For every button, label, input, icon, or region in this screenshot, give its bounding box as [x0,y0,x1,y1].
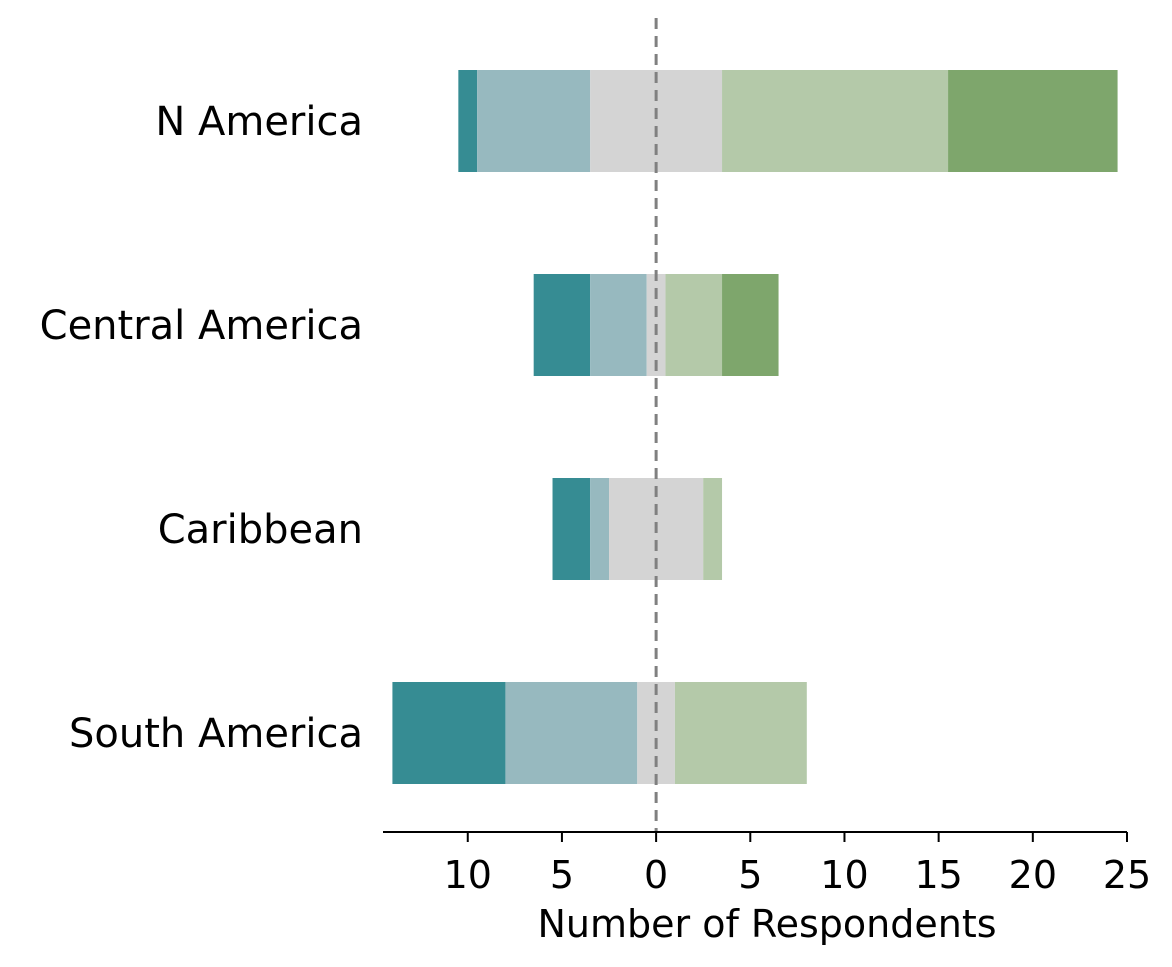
bar-segment-4 [665,274,723,376]
x-tick-label: 10 [820,853,868,897]
bar-segment-1 [458,70,478,172]
x-tick-label: 5 [738,853,762,897]
bar-segment-4 [674,682,807,784]
x-ticks: 10 5 0 5 10 15 20 25 [444,832,1151,897]
bar-segment-3 [637,682,675,784]
bar-segment-1 [533,274,591,376]
bar-segment-4 [703,478,723,580]
x-tick-label: 5 [550,853,574,897]
bar-segment-2 [590,274,647,376]
category-label: Central America [40,303,363,349]
category-labels: N America Central America Caribbean South A… [40,99,363,757]
x-axis-title: Number of Respondents [537,902,996,946]
x-tick-label: 25 [1103,853,1151,897]
x-tick-label: 20 [1009,853,1057,897]
bar-segment-2 [505,682,638,784]
bar-segment-2 [477,70,591,172]
x-tick-label: 0 [644,853,668,897]
category-label: South America [69,711,363,757]
bar-segment-5 [722,274,779,376]
bar-segment-5 [948,70,1118,172]
bar-segment-4 [722,70,949,172]
bar-segment-1 [552,478,591,580]
category-label: Caribbean [158,507,363,553]
bars-group [392,70,1118,784]
bar-segment-2 [590,478,610,580]
x-tick-label: 10 [444,853,492,897]
bar-segment-3 [590,70,723,172]
x-tick-label: 15 [914,853,962,897]
category-label: N America [155,99,363,145]
bar-segment-1 [392,682,506,784]
